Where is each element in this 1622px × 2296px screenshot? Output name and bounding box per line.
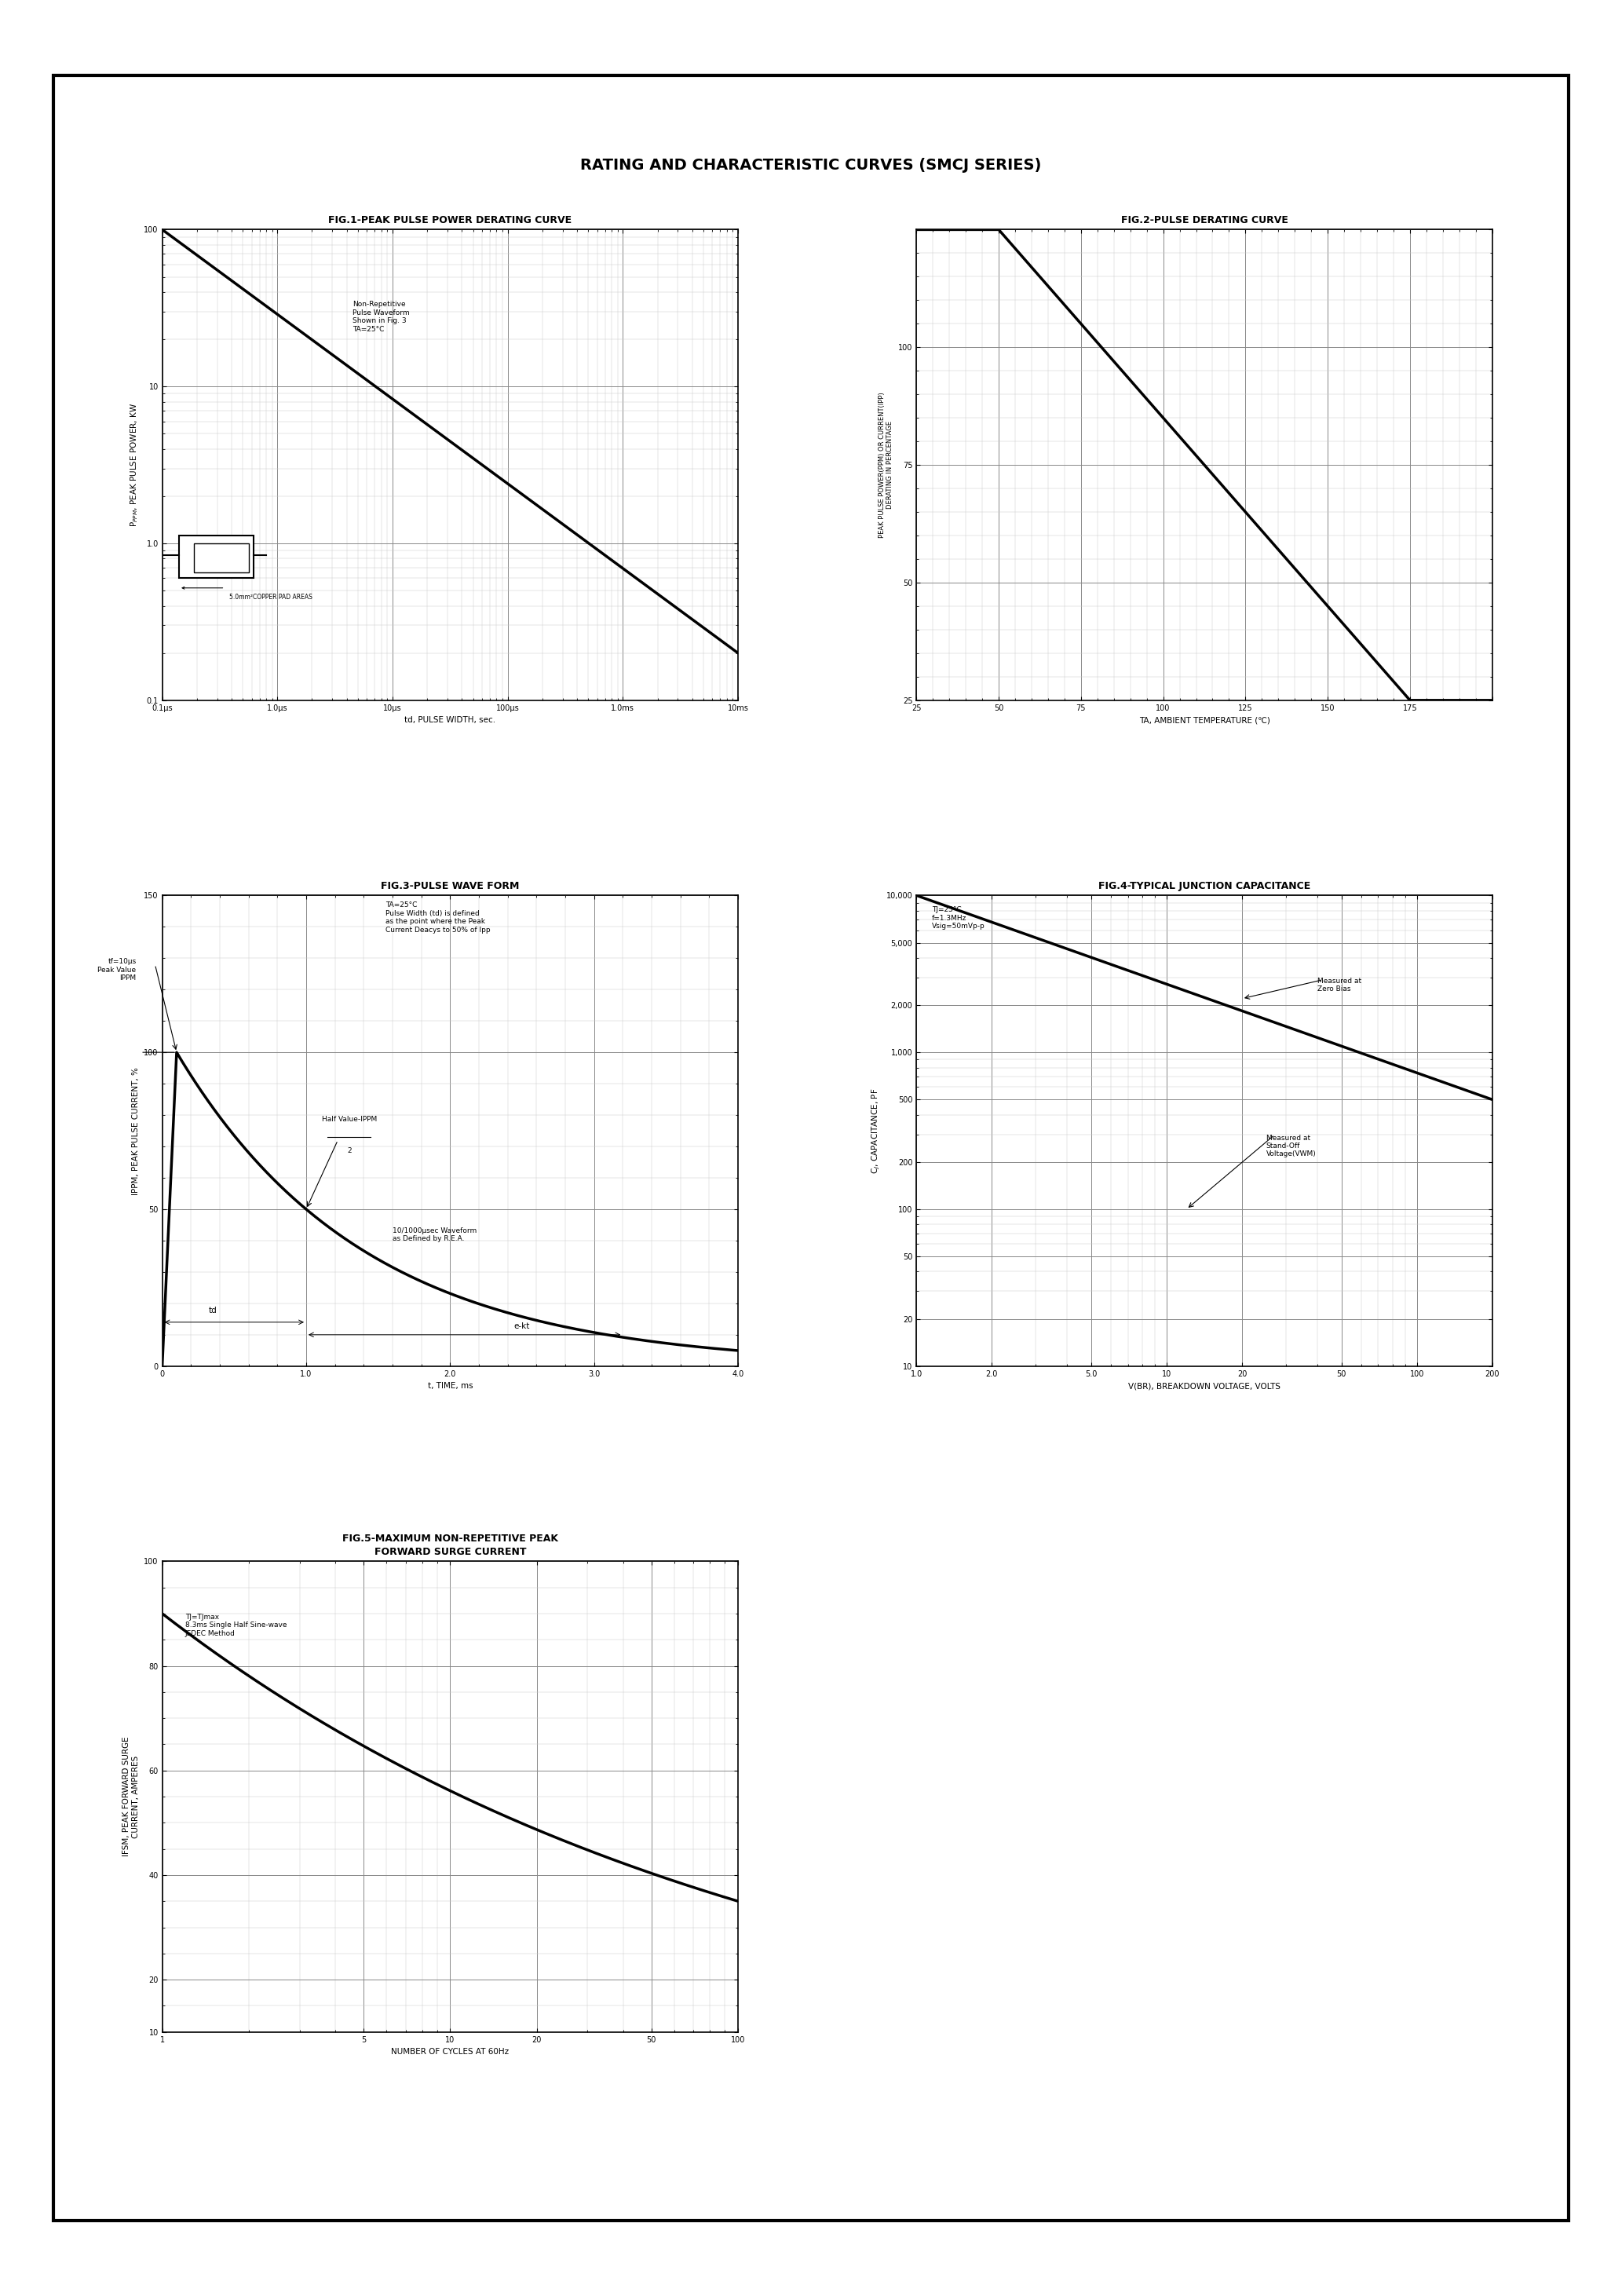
Text: Half Value-IPPM: Half Value-IPPM	[321, 1116, 376, 1123]
Y-axis label: P$_{PPM}$, PEAK PULSE POWER, KW: P$_{PPM}$, PEAK PULSE POWER, KW	[128, 402, 139, 528]
X-axis label: TA, AMBIENT TEMPERATURE (℃): TA, AMBIENT TEMPERATURE (℃)	[1139, 716, 1270, 723]
Text: 10/1000μsec Waveform
as Defined by R.E.A.: 10/1000μsec Waveform as Defined by R.E.A…	[393, 1226, 477, 1242]
Y-axis label: PEAK PULSE POWER(PPM) OR CURRENT(IPP)
DERATING IN PERCENTAGE: PEAK PULSE POWER(PPM) OR CURRENT(IPP) DE…	[879, 393, 894, 537]
X-axis label: t, TIME, ms: t, TIME, ms	[428, 1382, 472, 1389]
X-axis label: NUMBER OF CYCLES AT 60Hz: NUMBER OF CYCLES AT 60Hz	[391, 2048, 509, 2055]
Text: td: td	[208, 1306, 217, 1313]
Text: 2: 2	[347, 1148, 352, 1155]
Text: Measured at
Zero Bias: Measured at Zero Bias	[1317, 978, 1361, 992]
Text: tf=10μs
Peak Value
IPPM: tf=10μs Peak Value IPPM	[97, 957, 136, 983]
Title: FIG.3-PULSE WAVE FORM: FIG.3-PULSE WAVE FORM	[381, 882, 519, 891]
FancyBboxPatch shape	[178, 535, 253, 579]
Text: RATING AND CHARACTERISTIC CURVES (SMCJ SERIES): RATING AND CHARACTERISTIC CURVES (SMCJ S…	[581, 158, 1041, 172]
FancyBboxPatch shape	[195, 544, 250, 572]
Title: FIG.5-MAXIMUM NON-REPETITIVE PEAK
FORWARD SURGE CURRENT: FIG.5-MAXIMUM NON-REPETITIVE PEAK FORWAR…	[342, 1534, 558, 1557]
X-axis label: V(BR), BREAKDOWN VOLTAGE, VOLTS: V(BR), BREAKDOWN VOLTAGE, VOLTS	[1129, 1382, 1280, 1389]
Y-axis label: IFSM, PEAK FORWARD SURGE
CURRENT, AMPERES: IFSM, PEAK FORWARD SURGE CURRENT, AMPERE…	[123, 1736, 139, 1857]
Title: FIG.2-PULSE DERATING CURVE: FIG.2-PULSE DERATING CURVE	[1121, 216, 1288, 225]
Text: Measured at
Stand-Off
Voltage(VWM): Measured at Stand-Off Voltage(VWM)	[1267, 1134, 1317, 1157]
Text: 5.0mm²COPPER PAD AREAS: 5.0mm²COPPER PAD AREAS	[229, 592, 311, 602]
Text: TJ=TJmax
8.3ms Single Half Sine-wave
JEDEC Method: TJ=TJmax 8.3ms Single Half Sine-wave JED…	[185, 1614, 287, 1637]
Text: Non-Repetitive
Pulse Waveform
Shown in Fig. 3
TA=25°C: Non-Repetitive Pulse Waveform Shown in F…	[352, 301, 410, 333]
Y-axis label: IPPM, PEAK PULSE CURRENT, %: IPPM, PEAK PULSE CURRENT, %	[131, 1068, 139, 1194]
Text: TA=25°C
Pulse Width (td) is defined
as the point where the Peak
Current Deacys t: TA=25°C Pulse Width (td) is defined as t…	[386, 902, 490, 932]
Text: e-kt: e-kt	[514, 1322, 530, 1329]
Title: FIG.4-TYPICAL JUNCTION CAPACITANCE: FIG.4-TYPICAL JUNCTION CAPACITANCE	[1098, 882, 1311, 891]
Title: FIG.1-PEAK PULSE POWER DERATING CURVE: FIG.1-PEAK PULSE POWER DERATING CURVE	[328, 216, 573, 225]
Text: TJ=25°C
f=1.3MHz
Vsig=50mVp-p: TJ=25°C f=1.3MHz Vsig=50mVp-p	[931, 907, 985, 930]
Y-axis label: C$_J$, CAPACITANCE, PF: C$_J$, CAPACITANCE, PF	[871, 1088, 882, 1173]
X-axis label: td, PULSE WIDTH, sec.: td, PULSE WIDTH, sec.	[404, 716, 496, 723]
